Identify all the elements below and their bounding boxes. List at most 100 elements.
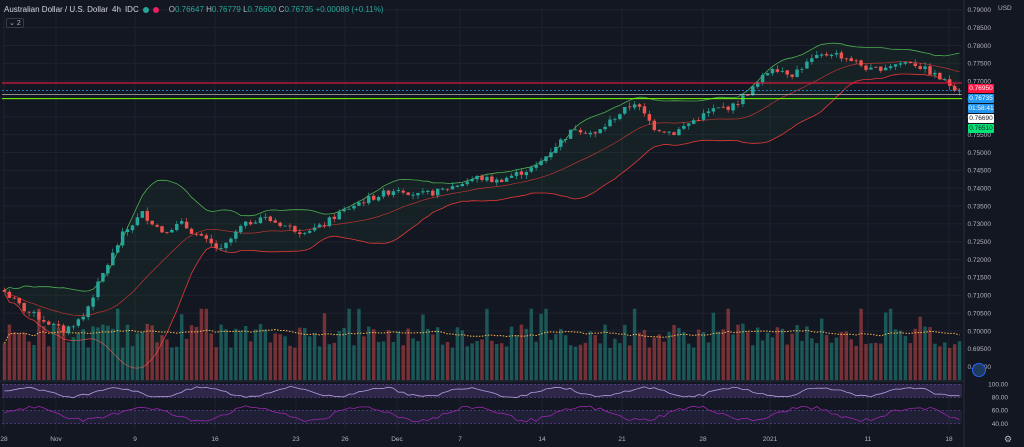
candle-body: [150, 220, 154, 225]
date-tick-label: 16: [211, 436, 219, 443]
candle-body: [583, 132, 588, 134]
volume-bar: [470, 343, 474, 380]
candle-body: [283, 225, 287, 227]
price-tick-label: 0.78000: [968, 43, 992, 50]
countdown-label: 01:58:41: [968, 104, 994, 113]
axis-settings-icon[interactable]: ⚙: [1004, 434, 1013, 444]
volume-bar: [785, 344, 789, 380]
candle-body: [642, 106, 647, 114]
candle-body: [376, 196, 381, 201]
volume-bar: [682, 332, 686, 380]
volume-bar: [554, 333, 558, 380]
candle-body: [480, 175, 484, 180]
candle-body: [775, 69, 780, 72]
chart-settings-icon[interactable]: [972, 363, 986, 377]
candle-body: [898, 63, 903, 65]
volume-bar: [66, 342, 71, 380]
exchange-label: IDC: [124, 5, 139, 14]
candle-body: [938, 72, 942, 80]
candle-body: [7, 291, 12, 298]
volume-bars: [2, 308, 962, 380]
candle-body: [957, 90, 962, 92]
horizontal-levels[interactable]: [2, 82, 962, 100]
indicator-count: 2: [16, 20, 21, 27]
volume-bar: [760, 340, 765, 380]
volume-bar: [56, 327, 61, 380]
price-tick-label: 0.72500: [968, 239, 992, 246]
volume-bar: [426, 328, 430, 380]
volume-bar: [726, 308, 730, 380]
symbol-legend: Australian Dollar / U.S. Dollar 4h IDC O…: [4, 5, 384, 14]
candle-body: [603, 126, 607, 130]
market-status-icon[interactable]: [142, 6, 149, 13]
volume-bar: [957, 341, 962, 380]
volume-bar: [908, 343, 913, 380]
volume-bar: [849, 339, 853, 380]
volume-bar: [51, 324, 56, 380]
change-value: +0.00088 (+0.11%): [315, 5, 384, 14]
candle-body: [504, 177, 509, 182]
oscillator-pane: [0, 380, 964, 424]
candle-body: [465, 181, 469, 185]
candle-body: [824, 54, 829, 56]
volume-bar: [716, 331, 721, 380]
volume-bar: [327, 344, 332, 380]
volume-bar: [475, 340, 479, 380]
candle-body: [327, 217, 332, 227]
price-tick-label: 0.73500: [968, 203, 992, 210]
volume-bar: [253, 329, 258, 380]
volume-bar: [618, 343, 622, 380]
candle-body: [416, 192, 420, 196]
volume-bar: [504, 346, 509, 380]
volume-bar: [445, 341, 450, 380]
candle-body: [371, 195, 376, 200]
price-tick-label: 0.70000: [968, 328, 992, 335]
candle-body: [155, 225, 159, 227]
price-tick-label: 0.74500: [968, 168, 992, 175]
volume-bar: [317, 346, 322, 380]
volume-bar: [883, 312, 888, 380]
candle-body: [755, 82, 760, 87]
candle-body: [239, 226, 243, 233]
candle-body: [426, 190, 430, 192]
volume-bar: [632, 308, 637, 380]
candle-body: [819, 54, 824, 56]
volume-bar: [189, 325, 194, 380]
indicators-toggle[interactable]: ⌄ 2: [6, 18, 24, 28]
currency-label[interactable]: USD: [998, 5, 1012, 12]
candle-body: [908, 61, 913, 64]
interval-label[interactable]: 4h: [112, 5, 121, 14]
candle-body: [795, 69, 799, 77]
candle-body: [42, 320, 46, 322]
bb-fill: [4, 43, 960, 369]
volume-bar: [32, 345, 36, 380]
candle-body: [721, 106, 725, 108]
candle-body: [854, 60, 858, 62]
candle-body: [549, 152, 553, 158]
alert-status-icon[interactable]: [152, 6, 159, 13]
candle-body: [145, 211, 149, 221]
bollinger-bands: [4, 42, 960, 369]
symbol-name[interactable]: Australian Dollar / U.S. Dollar: [4, 5, 109, 14]
open-value: 0.76647: [174, 5, 204, 14]
candle-body: [888, 66, 893, 69]
volume-bar: [623, 324, 627, 380]
volume-bar: [879, 343, 883, 380]
candle-body: [829, 54, 834, 56]
candle-body: [544, 156, 548, 162]
volume-bar: [367, 326, 371, 380]
candle-body: [106, 264, 110, 274]
volume-bar: [652, 337, 657, 380]
volume-bar: [888, 308, 893, 380]
candle-body: [859, 60, 863, 66]
volume-bar: [701, 332, 706, 380]
volume-bar: [278, 334, 282, 380]
candle-body: [731, 103, 735, 111]
candle-body: [751, 86, 755, 96]
volume-bar: [869, 343, 873, 380]
volume-bar: [583, 342, 588, 380]
candle-body: [184, 221, 189, 229]
